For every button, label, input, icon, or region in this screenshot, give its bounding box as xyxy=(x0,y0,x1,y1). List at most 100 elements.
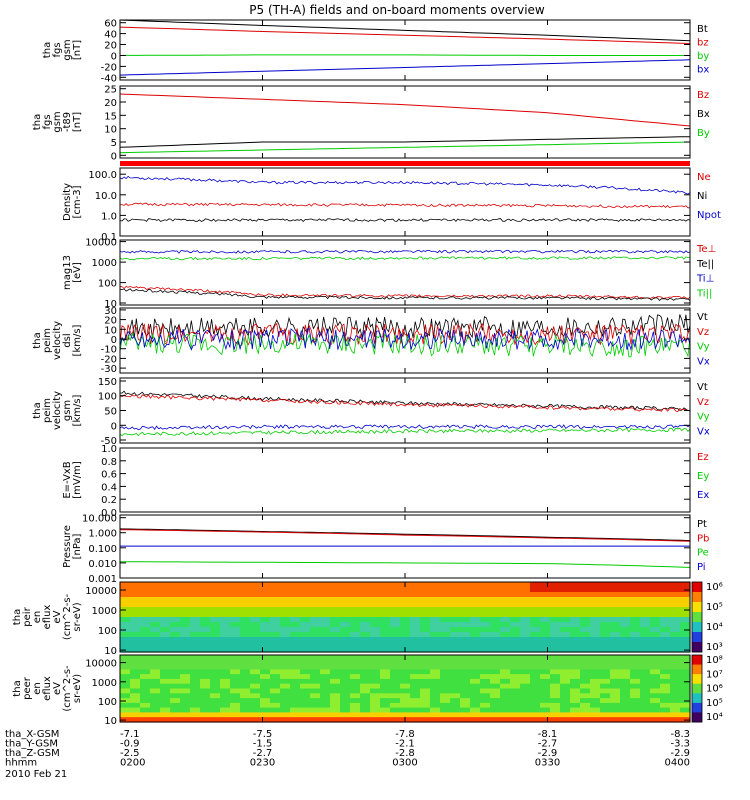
spec-cell xyxy=(160,669,171,675)
spec-cell xyxy=(440,717,451,723)
spec-cell xyxy=(130,587,141,593)
spec-cell xyxy=(160,712,171,718)
spec-cell xyxy=(470,612,481,618)
spec-cell xyxy=(220,602,231,608)
spec-cell xyxy=(140,659,151,666)
spec-cell xyxy=(460,683,471,690)
y-tick-label: 0.0 xyxy=(101,508,117,519)
spec-cell xyxy=(430,607,441,613)
y-tick-label: 1.000 xyxy=(88,529,117,540)
spec-cell xyxy=(280,659,291,666)
spec-cell xyxy=(540,587,551,593)
spec-cell xyxy=(350,627,361,633)
spec-cell xyxy=(240,678,251,685)
spec-cell xyxy=(650,612,661,618)
spec-cell xyxy=(120,622,131,628)
spec-cell xyxy=(220,664,231,670)
colorbar-label: 10³ xyxy=(706,642,723,653)
spec-cell xyxy=(590,683,601,690)
spec-cell xyxy=(360,607,371,613)
legend-pressure-Pi: Pi xyxy=(697,562,706,573)
spec-cell xyxy=(300,637,311,643)
y-tick-label: 100 xyxy=(98,392,117,403)
spec-cell xyxy=(140,688,151,694)
spec-cell xyxy=(290,592,301,598)
spec-cell xyxy=(310,632,321,638)
spec-cell xyxy=(360,632,371,638)
spec-cell xyxy=(180,674,191,680)
spec-cell xyxy=(380,707,391,713)
spec-cell xyxy=(320,627,331,633)
spec-cell xyxy=(510,712,521,718)
spec-cell xyxy=(400,622,411,628)
spec-cell xyxy=(220,627,231,633)
spec-cell xyxy=(410,693,421,699)
series-pressure-Pt xyxy=(119,528,691,542)
spec-cell xyxy=(540,632,551,638)
spec-cell xyxy=(380,632,391,638)
spec-cell xyxy=(240,627,251,633)
spec-cell xyxy=(580,582,591,588)
spec-cell xyxy=(350,647,361,653)
spec-cell xyxy=(390,717,401,723)
spec-cell xyxy=(320,698,331,704)
spec-cell xyxy=(230,637,241,643)
spec-cell xyxy=(670,587,681,593)
spec-cell xyxy=(130,617,141,623)
spec-cell xyxy=(220,717,231,723)
spec-cell xyxy=(400,707,411,713)
legend-pressure-Pt: Pt xyxy=(697,519,707,530)
spec-cell xyxy=(240,659,251,666)
spec-cell xyxy=(190,647,201,653)
spec-cell xyxy=(250,587,261,593)
spec-cell xyxy=(390,592,401,598)
spec-cell xyxy=(320,717,331,723)
spec-cell xyxy=(540,688,551,694)
spec-cell xyxy=(370,678,381,685)
spec-cell xyxy=(200,642,211,648)
spec-cell xyxy=(500,622,511,628)
spec-cell xyxy=(170,587,181,593)
spec-cell xyxy=(180,632,191,638)
spec-cell xyxy=(420,707,431,713)
spec-cell xyxy=(190,707,201,713)
spec-cell xyxy=(270,587,281,593)
spec-cell xyxy=(420,612,431,618)
mode-bar xyxy=(120,161,690,166)
spec-cell xyxy=(440,674,451,680)
spec-cell xyxy=(640,612,651,618)
spec-cell xyxy=(610,669,621,675)
spec-cell xyxy=(350,712,361,718)
spec-cell xyxy=(340,678,351,685)
legend-fgs-gsm-Bt: Bt xyxy=(697,24,708,35)
spec-cell xyxy=(450,627,461,633)
spec-cell xyxy=(660,683,671,690)
spec-cell xyxy=(480,678,491,685)
spec-cell xyxy=(630,683,641,690)
spec-cell xyxy=(590,647,601,653)
spec-cell xyxy=(130,698,141,704)
y-label-line: tha xyxy=(42,42,53,58)
spec-cell xyxy=(220,698,231,704)
spec-cell xyxy=(410,587,421,593)
spec-cell xyxy=(190,622,201,628)
y-tick-label: 0.1 xyxy=(101,232,117,243)
spec-cell xyxy=(220,642,231,648)
y-tick-label: 0.8 xyxy=(101,457,117,468)
spec-cell xyxy=(220,617,231,623)
spec-cell xyxy=(620,702,631,709)
spec-cell xyxy=(650,717,661,723)
spec-cell xyxy=(670,637,681,643)
spec-cell xyxy=(520,642,531,648)
spec-cell xyxy=(490,678,501,685)
spec-cell xyxy=(470,622,481,628)
spec-cell xyxy=(530,582,541,588)
spec-cell xyxy=(540,637,551,643)
y-tick-label: 0.010 xyxy=(88,559,117,570)
spec-cell xyxy=(230,647,241,653)
y-tick-label: 0.4 xyxy=(101,482,117,493)
spec-cell xyxy=(180,655,191,661)
spec-cell xyxy=(610,688,621,694)
y-tick-label: 0.6 xyxy=(101,470,117,481)
spec-cell xyxy=(350,592,361,598)
